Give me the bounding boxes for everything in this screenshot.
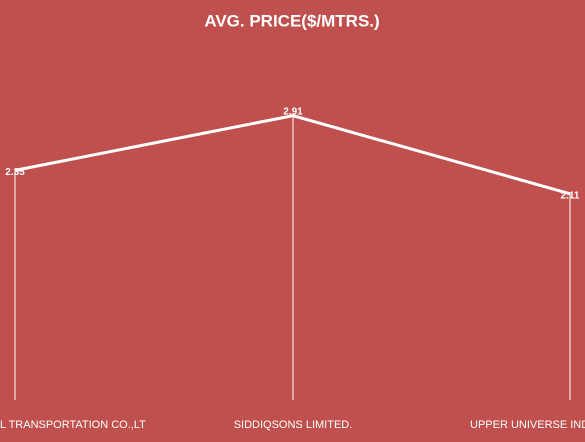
line [14,114,571,196]
data-label: 2.35 [5,167,25,178]
x-tick-label: UPPER UNIVERSE INDU [470,419,585,431]
data-label: 2.11 [561,190,580,201]
x-tick-label: SIDDIQSONS LIMITED. [234,419,353,431]
x-tick-label: L TRANSPORTATION CO.,LT [0,419,146,431]
chart-title: AVG. PRICE($/MTRS.) [204,11,379,30]
data-label: 2.91 [283,106,303,117]
